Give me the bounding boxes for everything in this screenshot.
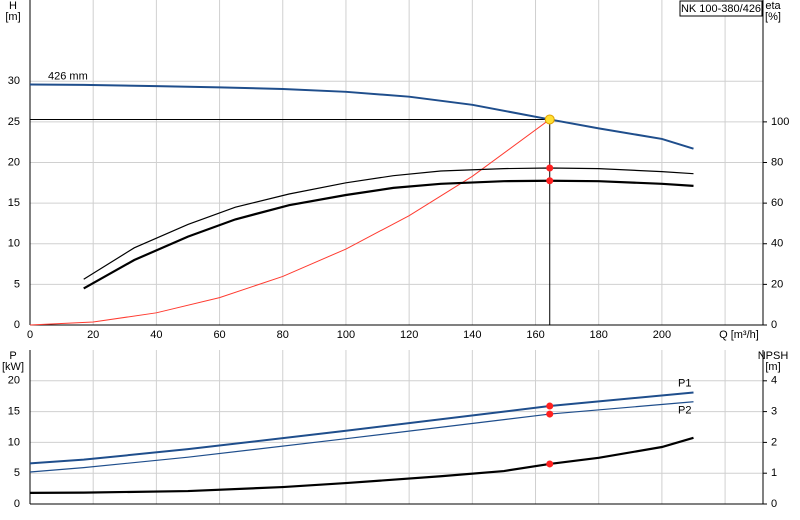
x-tick-label: 200	[653, 329, 671, 341]
operating-point-marker	[546, 460, 554, 468]
x-tick-label: 140	[463, 329, 481, 341]
y-tick-label: 15	[8, 197, 20, 209]
y2-tick-label: 100	[771, 116, 789, 128]
y2-tick-label: 1	[771, 467, 777, 479]
title-box	[679, 0, 763, 17]
x-tick-label: 20	[87, 329, 99, 341]
y2-tick-label: 40	[771, 238, 783, 250]
operating-point-marker	[546, 177, 554, 185]
x-tick-label: 120	[400, 329, 418, 341]
y2-tick-label: 2	[771, 436, 777, 448]
y2-tick-label: 20	[771, 278, 783, 290]
y-tick-label: 20	[8, 375, 20, 387]
y-axis-label: P	[9, 350, 16, 362]
y-tick-label: 10	[8, 238, 20, 250]
y2-tick-label: 60	[771, 197, 783, 209]
y2-tick-label: 80	[771, 156, 783, 168]
operating-point-marker	[546, 402, 554, 410]
y2-axis-label: [m]	[765, 361, 780, 373]
y-axis-label: [m]	[5, 11, 20, 23]
operating-point	[544, 114, 555, 125]
y2-tick-label: 0	[771, 498, 777, 510]
x-tick-label: 40	[150, 329, 162, 341]
y2-axis-label: NPSH	[758, 350, 789, 362]
y2-tick-label: 3	[771, 406, 777, 418]
y-tick-label: 5	[14, 467, 20, 479]
chart-title: NK 100-380/426	[681, 3, 761, 15]
x-tick-label: 100	[337, 329, 355, 341]
curve-label: P2	[678, 405, 691, 417]
y2-axis-label: eta	[765, 0, 781, 12]
y2-tick-label: 4	[771, 375, 777, 387]
y-tick-label: 25	[8, 116, 20, 128]
y2-axis-label: [%]	[765, 11, 781, 23]
curve	[29, 119, 551, 326]
x-tick-label: 80	[277, 329, 289, 341]
curve-label: 426 mm	[48, 70, 88, 82]
y-tick-label: 0	[14, 498, 20, 510]
curve	[83, 179, 694, 290]
y-tick-label: 0	[14, 319, 20, 331]
x-tick-label: 0	[27, 329, 33, 341]
x-tick-label: Q [m³/h]	[719, 329, 759, 341]
y-tick-label: 10	[8, 436, 20, 448]
curve-label: P1	[678, 377, 691, 389]
x-tick-label: 160	[526, 329, 544, 341]
y-tick-label: 5	[14, 278, 20, 290]
x-tick-label: 60	[213, 329, 225, 341]
x-tick-label: 180	[590, 329, 608, 341]
y-tick-label: 15	[8, 406, 20, 418]
curve	[83, 167, 694, 280]
curve	[29, 83, 694, 150]
y-tick-label: 30	[8, 75, 20, 87]
operating-point-marker	[546, 410, 554, 418]
y2-tick-label: 0	[771, 319, 777, 331]
y-axis-label: H	[9, 0, 17, 12]
operating-point-marker	[546, 164, 554, 172]
y-axis-label: [kW]	[2, 361, 24, 373]
y-tick-label: 20	[8, 156, 20, 168]
curve	[29, 436, 694, 495]
